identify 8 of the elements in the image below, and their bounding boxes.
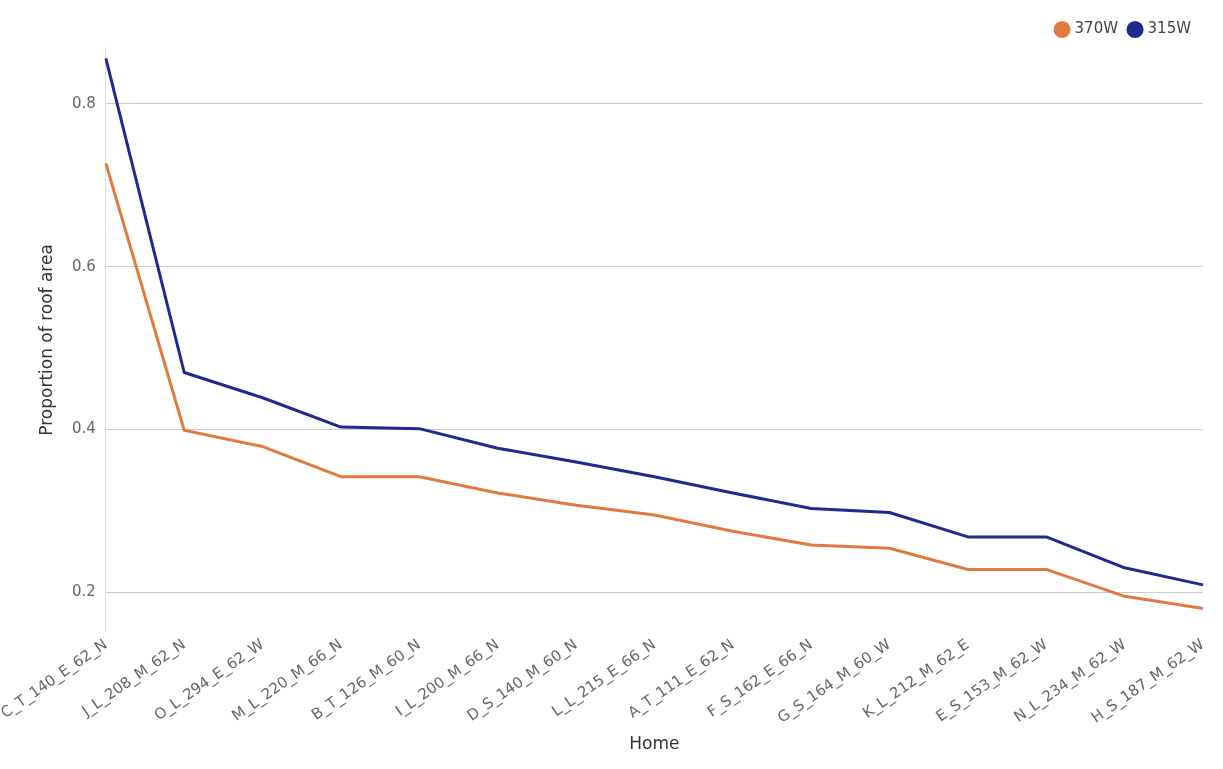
legend-label: 315W bbox=[1147, 19, 1192, 38]
x-axis-title: Home bbox=[629, 733, 680, 754]
y-tick-label: 0.4 bbox=[71, 419, 96, 438]
y-axis-title: Proportion of roof area bbox=[36, 244, 57, 436]
legend-label: 370W bbox=[1074, 19, 1119, 38]
y-tick-label: 0.8 bbox=[71, 93, 96, 112]
y-tick-label: 0.2 bbox=[71, 582, 96, 601]
y-tick-label: 0.6 bbox=[71, 256, 96, 275]
